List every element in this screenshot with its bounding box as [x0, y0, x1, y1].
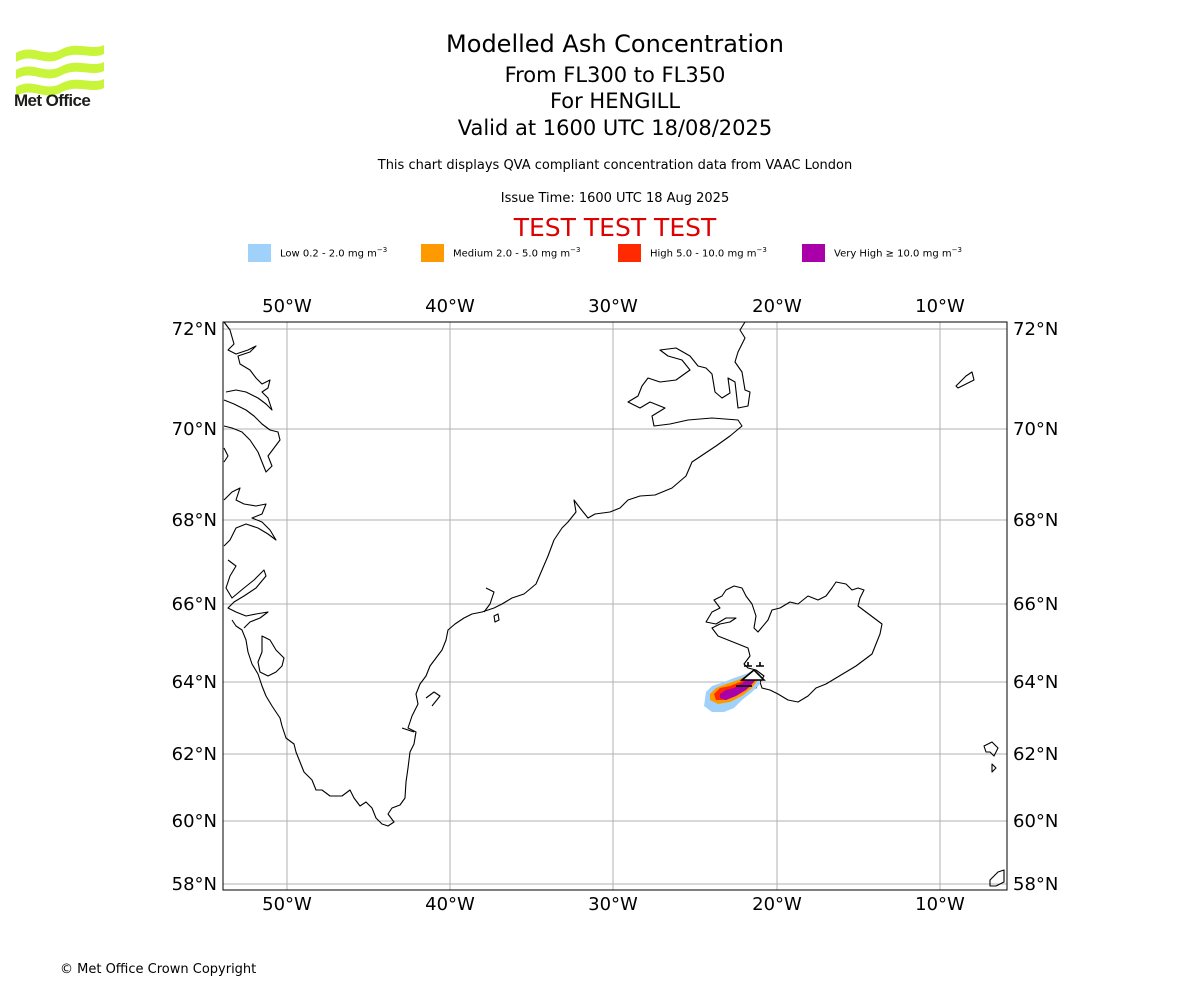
- lat-label-right: 66°N: [1013, 594, 1058, 615]
- lon-label-top: 40°W: [425, 296, 475, 317]
- greenland-west-coast-6: [257, 635, 285, 677]
- greenland-fjord-1: [483, 587, 495, 613]
- jan-mayen-coast: [955, 371, 975, 389]
- lon-label-top: 50°W: [262, 296, 312, 317]
- iceland-coast: [705, 581, 883, 703]
- chart-title: Modelled Ash Concentration: [446, 30, 784, 58]
- legend-swatch-low: [248, 244, 271, 262]
- greenland-fjord-2: [425, 691, 441, 707]
- legend-swatch-very-high: [802, 244, 825, 262]
- volcano-marker-icon: [736, 662, 766, 687]
- lon-label-bottom: 50°W: [262, 894, 312, 915]
- lon-label-bottom: 40°W: [425, 894, 475, 915]
- greenland-west-coast-5: [225, 559, 269, 629]
- lat-label-left: 60°N: [172, 811, 217, 832]
- lat-tick-labels-left: 72°N 70°N 68°N 66°N 64°N 62°N 60°N 58°N: [172, 319, 217, 895]
- lat-label-right: 62°N: [1013, 744, 1058, 765]
- greenland-west-coast-2: [223, 399, 281, 473]
- lon-label-top: 20°W: [752, 296, 802, 317]
- lat-tick-labels-right: 72°N 70°N 68°N 66°N 64°N 62°N 60°N 58°N: [1013, 319, 1058, 895]
- ash-area-very-high: [720, 676, 756, 700]
- lat-label-right: 58°N: [1013, 874, 1058, 895]
- lon-label-top: 30°W: [588, 296, 638, 317]
- greenland-island-1: [493, 613, 500, 623]
- coastlines: [223, 321, 1005, 887]
- flight-level-range: From FL300 to FL350: [504, 63, 726, 87]
- legend-label-medium: Medium 2.0 - 5.0 mg m−3: [453, 246, 581, 260]
- lat-label-left: 58°N: [172, 874, 217, 895]
- lat-label-right: 60°N: [1013, 811, 1058, 832]
- lat-label-right: 68°N: [1013, 510, 1058, 531]
- legend-label-very-high: Very High ≥ 10.0 mg m−3: [834, 246, 962, 260]
- lat-label-left: 62°N: [172, 744, 217, 765]
- faroe-islands-coast: [983, 741, 999, 773]
- lat-label-right: 64°N: [1013, 672, 1058, 693]
- lat-label-left: 72°N: [172, 319, 217, 340]
- greenland-fjord-3: [401, 727, 415, 733]
- lon-label-bottom: 20°W: [752, 894, 802, 915]
- lat-label-right: 70°N: [1013, 419, 1058, 440]
- greenland-west-coast-3: [223, 447, 229, 463]
- map-frame: [222, 321, 1008, 891]
- lat-label-right: 72°N: [1013, 319, 1058, 340]
- lon-label-bottom: 30°W: [588, 894, 638, 915]
- lat-label-left: 64°N: [172, 672, 217, 693]
- greenland-east-coast: [231, 321, 751, 827]
- valid-time: Valid at 1600 UTC 18/08/2025: [457, 116, 773, 140]
- map-gridlines: [223, 322, 1007, 890]
- lon-label-bottom: 10°W: [915, 894, 965, 915]
- greenland-west-coast-1: [223, 321, 273, 411]
- met-office-logo-icon: [16, 45, 104, 96]
- lon-tick-labels: 50°W 40°W 30°W 20°W 10°W 50°W 40°W 30°W …: [262, 296, 965, 915]
- concentration-legend: Low 0.2 - 2.0 mg m−3 Medium 2.0 - 5.0 mg…: [0, 244, 1200, 264]
- issue-time: Issue Time: 1600 UTC 18 Aug 2025: [500, 191, 730, 206]
- lon-label-top: 10°W: [915, 296, 965, 317]
- volcano-name: For HENGILL: [549, 89, 681, 113]
- test-banner: TEST TEST TEST: [513, 213, 717, 242]
- met-office-logo-text: Met Office: [14, 91, 91, 110]
- lat-label-left: 70°N: [172, 419, 217, 440]
- lat-label-left: 66°N: [172, 594, 217, 615]
- legend-swatch-high: [618, 244, 641, 262]
- legend-label-high: High 5.0 - 10.0 mg m−3: [650, 246, 767, 260]
- greenland-west-coast-4: [223, 487, 277, 547]
- qva-note: This chart displays QVA compliant concen…: [377, 158, 853, 173]
- lat-label-left: 68°N: [172, 510, 217, 531]
- copyright-notice: © Met Office Crown Copyright: [60, 962, 257, 977]
- legend-label-low: Low 0.2 - 2.0 mg m−3: [280, 246, 388, 260]
- shetland-coast: [989, 869, 1005, 887]
- legend-swatch-medium: [421, 244, 444, 262]
